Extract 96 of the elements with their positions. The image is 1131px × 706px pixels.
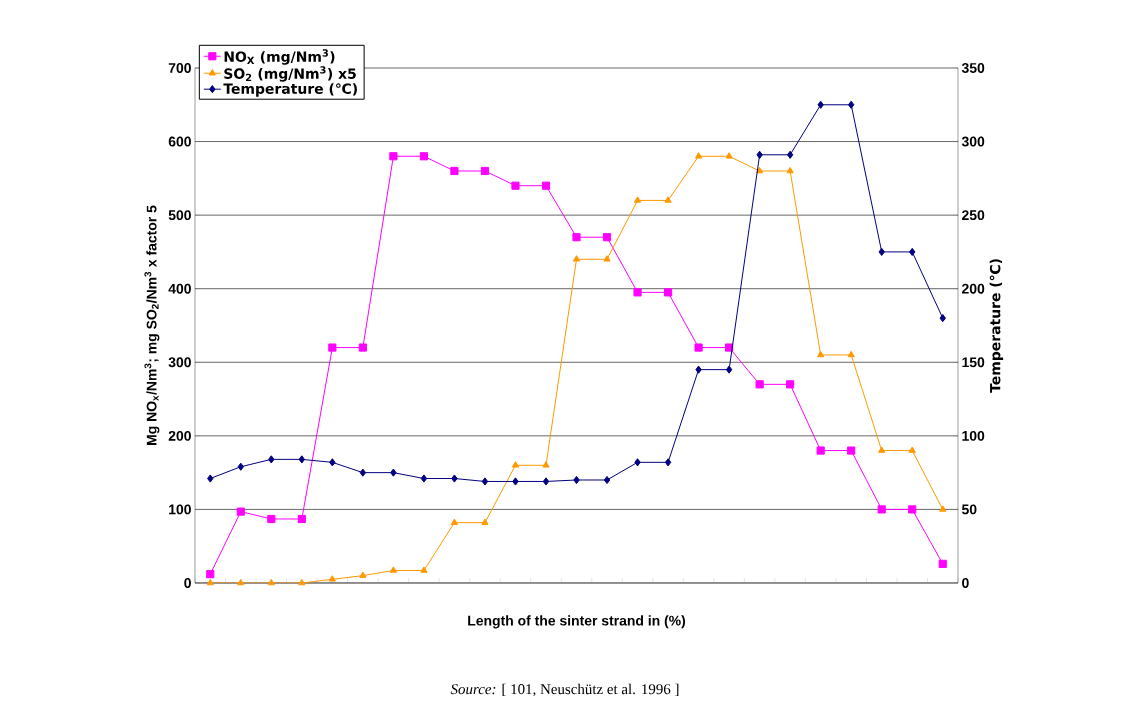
point: [755, 380, 764, 389]
y-tick-label: 700: [168, 63, 191, 73]
y2-tick-label: 150: [962, 357, 985, 368]
point: [419, 152, 428, 161]
point: [267, 578, 275, 586]
point: [328, 575, 336, 582]
point: [908, 446, 916, 453]
point: [572, 233, 581, 242]
point: [481, 518, 489, 525]
y2-tick-label: 350: [961, 63, 985, 73]
y-tick-label: 600: [168, 136, 191, 147]
point: [450, 166, 459, 176]
point: [358, 343, 367, 352]
y2-tick-label: 0: [962, 578, 969, 588]
point: [481, 477, 489, 486]
point: [695, 365, 702, 374]
point: [451, 474, 458, 483]
point: [541, 181, 551, 190]
point: [602, 233, 612, 242]
point: [206, 578, 214, 586]
point: [908, 505, 917, 514]
point: [328, 343, 337, 352]
y2-tick-label: 50: [961, 504, 977, 515]
point: [603, 255, 611, 262]
y-tick-label: 300: [168, 357, 191, 368]
point: [511, 461, 520, 468]
point: [939, 505, 947, 512]
point: [206, 570, 215, 579]
point: [817, 100, 824, 109]
y-tick-label: 500: [168, 210, 191, 221]
point: [878, 446, 886, 453]
point: [359, 571, 367, 578]
point: [877, 505, 886, 514]
point: [389, 566, 397, 573]
point: [237, 462, 244, 471]
point: [847, 446, 856, 455]
y-tick-label: 200: [168, 430, 191, 441]
point: [664, 458, 672, 467]
point: [786, 380, 795, 389]
y2-axis-title: Temperature (℃): [989, 259, 1004, 393]
text: Source: [ 101, Neuschütz et al. 1996 ]: [450, 683, 679, 697]
point: [298, 455, 306, 464]
y2-tick-label: 200: [962, 283, 985, 294]
point: [480, 166, 490, 176]
point: [420, 566, 428, 573]
point: [664, 196, 672, 203]
y-tick-label: 100: [169, 504, 191, 515]
point: [268, 455, 275, 464]
point: [603, 475, 611, 485]
y-tick-label: 0: [184, 578, 191, 588]
legend-label: SO$_{2}$ (mg/Nm$^{3}$) x5: [224, 66, 356, 82]
point: [633, 196, 642, 203]
y-tick-label: 400: [168, 283, 191, 294]
point: [359, 468, 367, 477]
point: [725, 152, 733, 159]
point: [329, 458, 336, 467]
point: [237, 578, 245, 586]
point: [634, 458, 641, 467]
point: [572, 255, 581, 262]
point: [847, 350, 855, 358]
point: [939, 314, 946, 323]
point: [633, 288, 642, 297]
x-axis-title: Length of the sinter strand in (%): [468, 615, 686, 629]
point: [267, 514, 276, 524]
point: [389, 152, 398, 161]
point: [694, 343, 703, 352]
text: Mg NO$_{x}$/Nm$^{3}$; mg SO$_{2}$/Nm$^{3}$ x factor 5: [144, 205, 160, 445]
y2-tick-label: 300: [961, 136, 985, 147]
point: [450, 518, 459, 525]
point: [725, 365, 733, 374]
point: [878, 247, 885, 256]
legend-label: Temperature (℃): [223, 83, 357, 97]
point: [420, 474, 428, 483]
point: [909, 247, 916, 256]
point: [756, 150, 763, 159]
point: [817, 350, 825, 358]
point: [511, 181, 520, 190]
y2-tick-label: 250: [962, 210, 985, 221]
point: [786, 150, 794, 159]
point: [542, 477, 550, 486]
point: [848, 100, 855, 109]
point: [236, 507, 245, 516]
point: [663, 288, 673, 297]
legend-label: NO$_{X}$ (mg/Nm$^{3}$): [224, 49, 335, 65]
y2-tick-label: 100: [962, 430, 985, 441]
point: [512, 477, 519, 486]
point: [542, 461, 550, 468]
point: [938, 559, 947, 568]
point: [298, 578, 306, 586]
point: [816, 446, 825, 455]
point: [786, 166, 794, 174]
point: [390, 468, 397, 477]
point: [694, 152, 703, 159]
point: [573, 475, 580, 485]
point: [297, 514, 306, 524]
point: [207, 474, 214, 483]
